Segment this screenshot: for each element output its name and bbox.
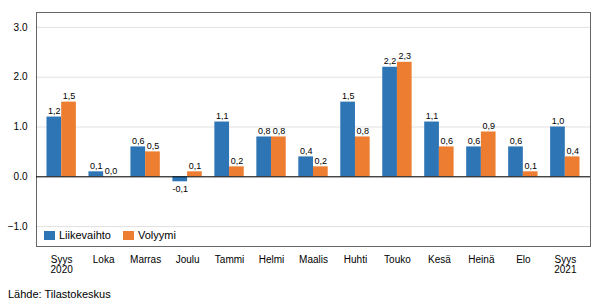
svg-text:1,1: 1,1 [426,111,439,121]
svg-text:0,6: 0,6 [132,136,145,146]
svg-text:1,5: 1,5 [63,91,76,101]
svg-text:Syys2020: Syys2020 [51,254,74,275]
svg-text:Joulu: Joulu [176,254,200,265]
svg-text:1,0: 1,0 [552,116,565,126]
svg-text:3.0: 3.0 [14,22,28,33]
svg-text:1,1: 1,1 [216,111,229,121]
svg-text:Touko: Touko [384,254,411,265]
svg-text:0,5: 0,5 [147,141,160,151]
svg-text:-0,1: -0,1 [172,184,188,194]
html-text:Volyymi: Volyymi [138,229,176,241]
svg-text:Heinä: Heinä [468,254,495,265]
svg-text:Huhti: Huhti [344,254,367,265]
html-text:Liikevaihto: Liikevaihto [59,229,111,241]
svg-text:1.0: 1.0 [14,121,28,132]
svg-text:Helmi: Helmi [259,254,285,265]
html-text:Lähde: Tilastokeskus: Lähde: Tilastokeskus [8,288,111,300]
svg-text:Maalis: Maalis [299,254,328,265]
svg-text:0,1: 0,1 [189,161,202,171]
svg-text:0,0: 0,0 [105,166,118,176]
svg-text:2,2: 2,2 [384,56,397,66]
svg-text:0,2: 0,2 [315,156,328,166]
svg-text:Loka: Loka [93,254,115,265]
svg-text:Syys2021: Syys2021 [554,254,577,275]
svg-text:1,5: 1,5 [342,91,355,101]
svg-text:0,4: 0,4 [300,146,313,156]
svg-text:2.0: 2.0 [14,71,28,82]
svg-text:0,9: 0,9 [482,121,495,131]
svg-text:Elo: Elo [516,254,531,265]
svg-text:0,1: 0,1 [90,161,103,171]
svg-text:2,3: 2,3 [399,51,412,61]
svg-text:1,2: 1,2 [48,106,61,116]
svg-text:Tammi: Tammi [215,254,244,265]
svg-text:−1.0: −1.0 [8,221,28,232]
svg-text:0.0: 0.0 [14,171,28,182]
svg-text:Marras: Marras [130,254,161,265]
svg-text:0,1: 0,1 [524,161,537,171]
svg-text:Kesä: Kesä [428,254,451,265]
svg-text:0,2: 0,2 [231,156,244,166]
svg-text:0,8: 0,8 [273,126,286,136]
svg-text:0,8: 0,8 [357,126,370,136]
svg-text:0,6: 0,6 [440,136,453,146]
svg-text:0,4: 0,4 [566,146,579,156]
svg-text:0,6: 0,6 [510,136,523,146]
svg-text:0,6: 0,6 [468,136,481,146]
svg-text:0,8: 0,8 [258,126,271,136]
